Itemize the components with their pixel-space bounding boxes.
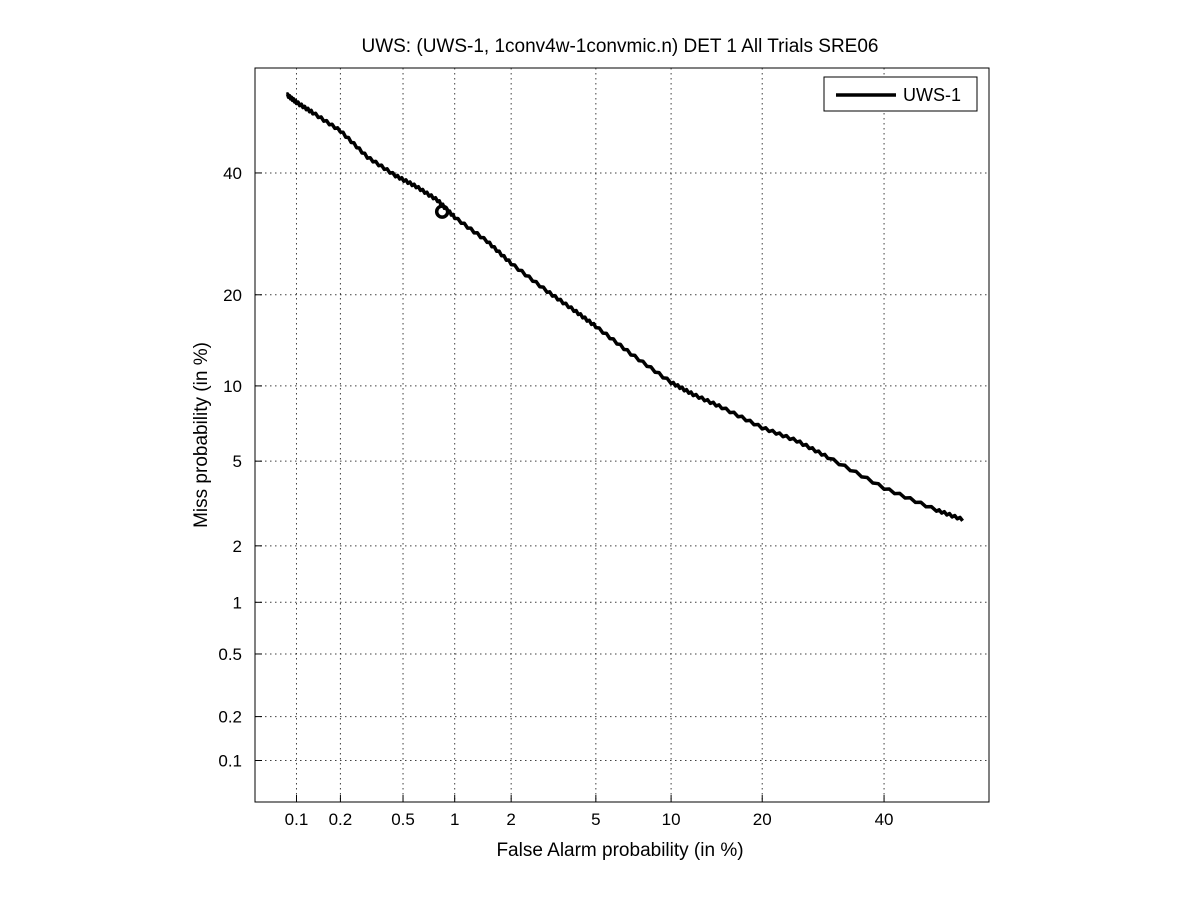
series-line-uws-1 bbox=[285, 92, 964, 522]
legend-box bbox=[823, 76, 978, 112]
x-tick-label: 20 bbox=[753, 810, 772, 829]
y-tick-label: 10 bbox=[223, 377, 242, 396]
x-tick-label: 0.2 bbox=[329, 810, 353, 829]
y-tick-label: 0.2 bbox=[218, 708, 242, 727]
x-tick-label: 0.1 bbox=[285, 810, 309, 829]
series-layer bbox=[285, 92, 964, 522]
y-axis-label: Miss probability (in %) bbox=[191, 342, 212, 528]
plot-frame bbox=[254, 67, 990, 803]
x-tick-label: 5 bbox=[591, 810, 600, 829]
grid-lines bbox=[255, 68, 989, 802]
y-tick-label: 40 bbox=[223, 164, 242, 183]
y-tick-label: 0.1 bbox=[218, 752, 242, 771]
y-tick-label: 2 bbox=[233, 537, 242, 556]
x-tick-label: 10 bbox=[662, 810, 681, 829]
x-tick-label: 40 bbox=[875, 810, 894, 829]
y-tick-label: 1 bbox=[233, 593, 242, 612]
chart-title: UWS: (UWS-1, 1conv4w-1convmic.n) DET 1 A… bbox=[361, 36, 878, 57]
y-tick-label: 20 bbox=[223, 286, 242, 305]
tick-labels: 0.1 0.2 0.5 1 2 5 10 20 40 0.1 0.2 0.5 1 2 5 10 20 40 bbox=[218, 164, 893, 829]
y-tick-label: 5 bbox=[233, 452, 242, 471]
legend-label-uws-1: UWS-1 bbox=[903, 85, 961, 105]
x-axis-label: False Alarm probability (in %) bbox=[496, 840, 743, 861]
operating-point-marker bbox=[434, 204, 450, 219]
legend: UWS-1 bbox=[823, 76, 978, 112]
x-tick-label: 0.5 bbox=[391, 810, 415, 829]
x-tick-label: 2 bbox=[506, 810, 515, 829]
x-tick-label: 1 bbox=[450, 810, 459, 829]
y-tick-label: 0.5 bbox=[218, 645, 242, 664]
